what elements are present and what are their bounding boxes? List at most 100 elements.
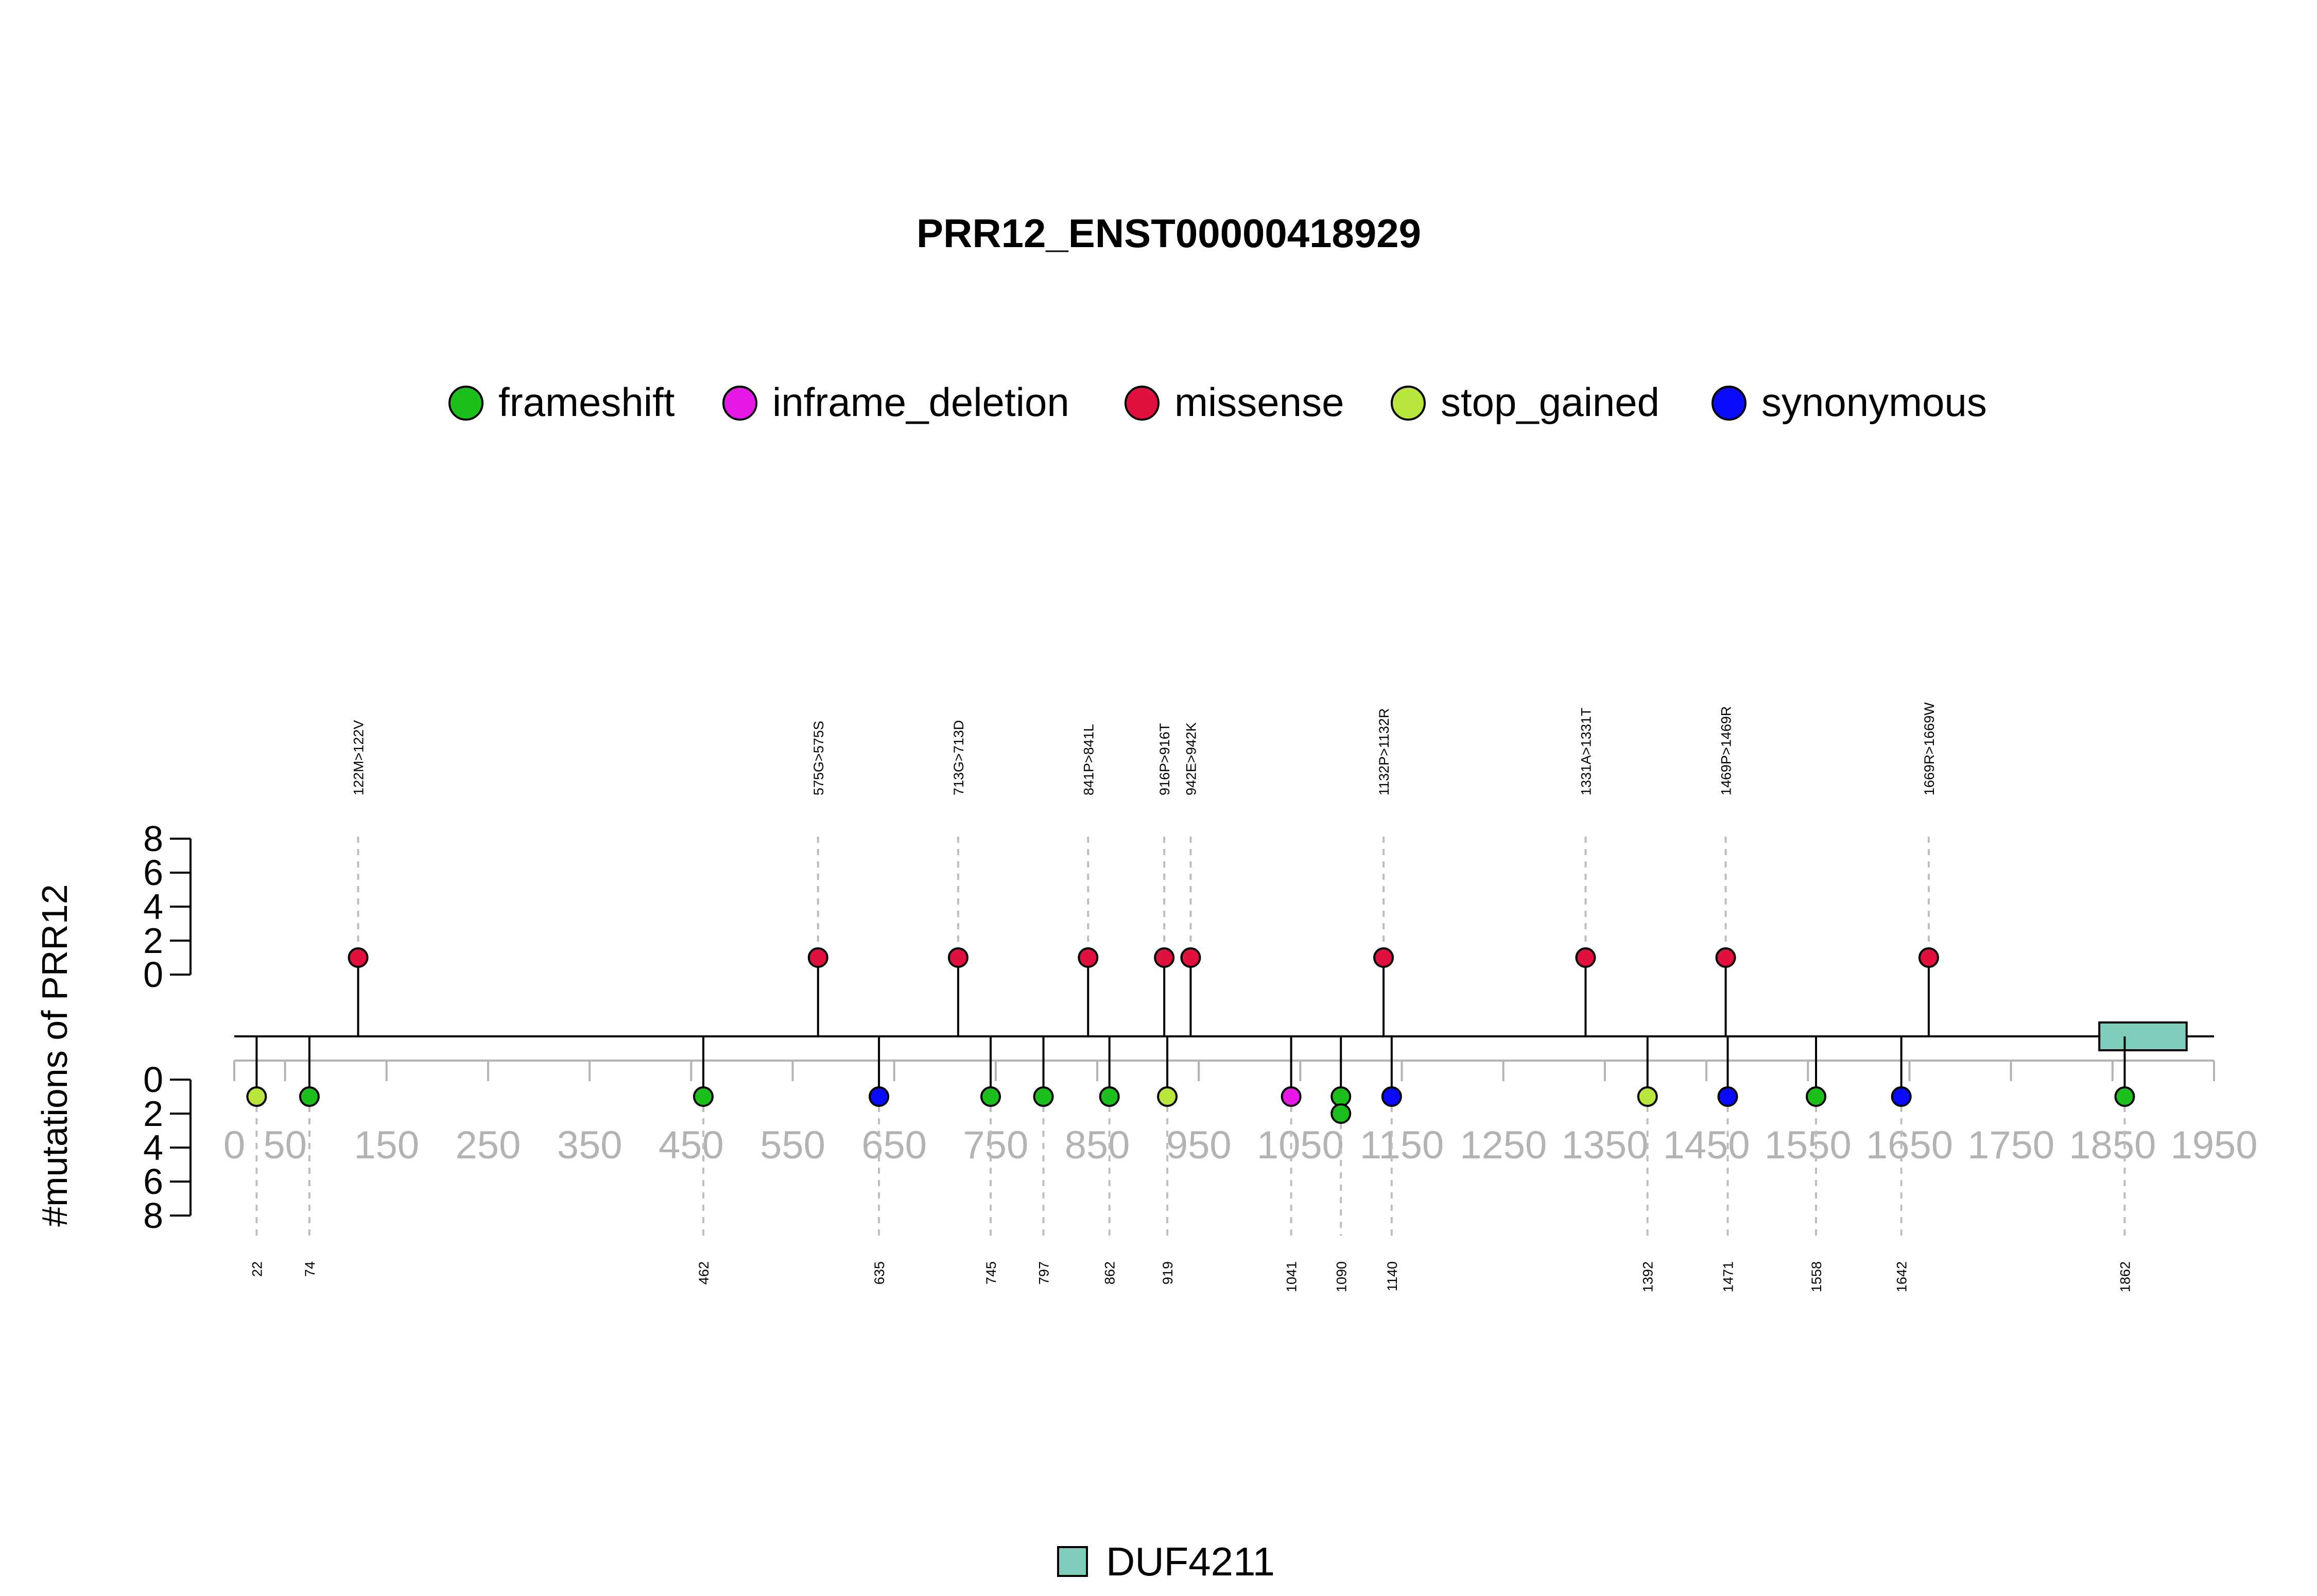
legend-label-inframe-deletion: inframe_deletion [772, 379, 1069, 425]
bottom-mutation-label: 1392 [1640, 1261, 1656, 1292]
x-tick-label: 350 [557, 1123, 623, 1167]
top-mutation-label: 841P>841L [1081, 724, 1096, 795]
bottom-mutation-label: 797 [1036, 1261, 1052, 1285]
bottom-mutation-point [1330, 1103, 1352, 1124]
top-mutation-label: 1469P>1469R [1719, 706, 1734, 795]
top-y-tick-label: 8 [143, 819, 163, 859]
top-mutation-point [1078, 947, 1099, 968]
x-tick-label: 1750 [1967, 1123, 2054, 1167]
x-tick-label: 150 [354, 1123, 419, 1167]
x-tick-label: 1250 [1460, 1123, 1547, 1167]
top-mutation-label: 1331A>1331T [1578, 708, 1594, 795]
legend-marker-stop-gained [1391, 386, 1426, 421]
bottom-mutation-label: 862 [1102, 1261, 1118, 1285]
bottom-mutation-point [869, 1086, 890, 1107]
x-tick-label: 1550 [1765, 1123, 1852, 1167]
domain-legend-swatch [1057, 1546, 1088, 1577]
bottom-mutation-point [246, 1086, 267, 1107]
bottom-mutation-point [1099, 1086, 1120, 1107]
legend-marker-inframe-deletion [722, 386, 757, 421]
x-tick-label: 550 [760, 1123, 825, 1167]
legend-marker-frameshift [448, 386, 483, 421]
top-mutation-label: 575G>575S [811, 721, 826, 795]
bottom-mutation-point [299, 1086, 320, 1107]
bottom-mutation-label: 1140 [1385, 1261, 1400, 1291]
domains [2098, 1021, 2188, 1051]
legend: frameshift inframe_deletion missense stop_g… [448, 379, 1987, 425]
bottom-mutation-point [2114, 1086, 2135, 1107]
x-tick-label: 950 [1166, 1123, 1232, 1167]
legend-label-frameshift: frameshift [498, 379, 675, 425]
top-mutation-point [1373, 947, 1394, 968]
x-tick-label: 1450 [1663, 1123, 1750, 1167]
x-tick-label: 250 [456, 1123, 521, 1167]
top-mutation-point [1575, 947, 1596, 968]
domain-duf4211 [2098, 1021, 2188, 1051]
bottom-mutation-label: 1471 [1721, 1261, 1736, 1292]
bottom-mutation-point [1891, 1086, 1912, 1107]
top-mutation-label: 1669R>1669W [1922, 702, 1937, 795]
x-tick-label: 1350 [1561, 1123, 1648, 1167]
x-tick-label: 50 [263, 1123, 307, 1167]
bottom-mutation-label: 74 [302, 1261, 318, 1277]
legend-label-missense: missense [1174, 379, 1344, 425]
bottom-mutation-label: 1041 [1284, 1261, 1300, 1292]
x-tick-label: 650 [861, 1123, 927, 1167]
chart-title: PRR12_ENST00000418929 [917, 211, 1421, 256]
bottom-mutation-point [1806, 1086, 1827, 1107]
bottom-mutation-label: 635 [872, 1261, 887, 1285]
top-mutation-point [947, 947, 969, 968]
y-axis-label: #mutations of PRR12 [34, 884, 75, 1226]
top-mutation-point [1918, 947, 1939, 968]
bottom-mutation-point [1637, 1086, 1658, 1107]
legend-label-synonymous: synonymous [1761, 379, 1987, 425]
bottom-y-tick-label: 6 [143, 1161, 163, 1202]
x-tick-label: 1050 [1257, 1123, 1344, 1167]
top-mutation-point [807, 947, 828, 968]
bottom-mutation-point [1717, 1086, 1738, 1107]
x-tick-label: 750 [963, 1123, 1028, 1167]
top-mutation-label: 1132P>1132R [1376, 708, 1392, 795]
top-y-tick-label: 4 [143, 887, 163, 927]
bottom-y-tick-label: 2 [143, 1094, 163, 1134]
bottom-y-tick-label: 8 [143, 1195, 163, 1236]
top-mutation-label: 713G>713D [951, 720, 966, 795]
x-tick-label: 1850 [2069, 1123, 2156, 1167]
domain-legend-label: DUF4211 [1106, 1539, 1275, 1584]
domain-legend: DUF4211 [1057, 1539, 1275, 1584]
legend-marker-missense [1125, 386, 1160, 421]
bottom-mutation-label: 1862 [2117, 1261, 2133, 1292]
bottom-mutation-point [980, 1086, 1001, 1107]
bottom-mutation-point [1381, 1086, 1402, 1107]
x-tick-label: 1950 [2170, 1123, 2257, 1167]
x-tick-label: 1650 [1866, 1123, 1953, 1167]
legend-marker-synonymous [1711, 386, 1747, 421]
top-mutation-point [1180, 947, 1201, 968]
x-tick-label: 1150 [1360, 1123, 1444, 1167]
x-tick-label: 850 [1065, 1123, 1130, 1167]
x-axis: 0 50 150 250 350 450 550 650 750 850 950 1050 1150 12… [223, 1060, 2258, 1167]
top-y-tick-label: 2 [143, 921, 163, 961]
bottom-mutations: 22 74 462 635 745 797 862 919 1041 1090 1140 1392 14… [246, 1036, 2135, 1292]
bottom-y-tick-label: 0 [143, 1060, 163, 1100]
bottom-mutation-point [1330, 1086, 1352, 1107]
x-tick-label: 0 [223, 1123, 245, 1167]
bottom-mutation-label: 919 [1160, 1261, 1175, 1285]
x-tick-label: 450 [659, 1123, 724, 1167]
legend-label-stop-gained: stop_gained [1441, 379, 1659, 425]
top-mutation-point [348, 947, 369, 968]
top-mutation-label: 122M>122V [351, 720, 367, 795]
top-mutations: 122M>122V 575G>575S 713G>713D 841P>841L 916P… [348, 702, 1939, 1036]
top-y-tick-label: 0 [143, 955, 163, 995]
top-y-tick-label: 6 [143, 853, 163, 893]
bottom-mutation-label: 1642 [1894, 1261, 1910, 1292]
top-mutation-point [1715, 947, 1736, 968]
bottom-mutation-label: 1090 [1334, 1261, 1349, 1292]
bottom-mutation-label: 1558 [1809, 1261, 1824, 1292]
bottom-mutation-label: 462 [696, 1261, 712, 1285]
bottom-mutation-point [693, 1086, 714, 1107]
bottom-mutation-point [1157, 1086, 1178, 1107]
